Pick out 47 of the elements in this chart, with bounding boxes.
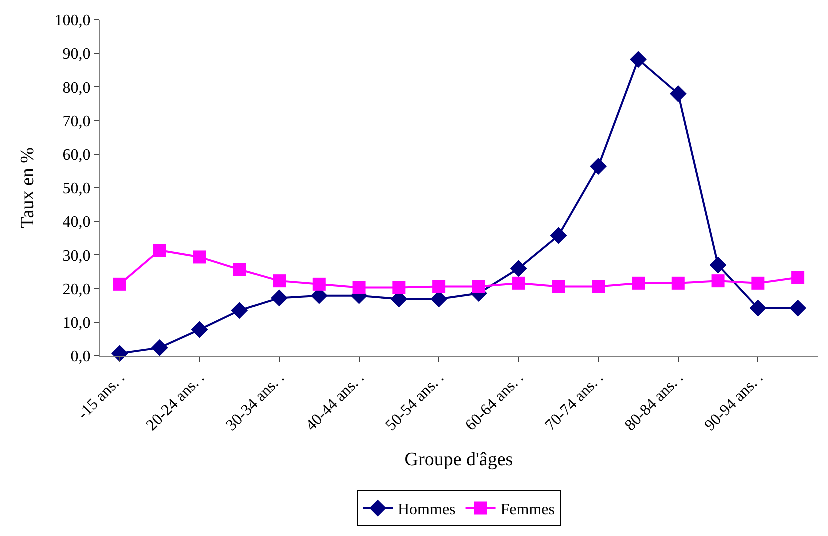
- y-axis-title: Taux en %: [18, 147, 39, 228]
- y-tick-label: 0,0: [70, 348, 91, 366]
- y-tick-label: 20,0: [62, 281, 91, 298]
- x-tick-label: -15 ans. .: [74, 370, 128, 424]
- point: [312, 278, 326, 291]
- point: [273, 274, 286, 288]
- legend-label: Hommes: [398, 502, 456, 519]
- point: [632, 276, 645, 290]
- y-tick-label: 100,0: [54, 12, 91, 30]
- point: [712, 274, 725, 288]
- point: [590, 158, 608, 175]
- y-tick-label: 70,0: [62, 113, 91, 130]
- point: [231, 302, 248, 320]
- y-tick-label: 80,0: [62, 80, 91, 97]
- point: [672, 276, 685, 290]
- point: [153, 244, 166, 257]
- y-tick-label: 50,0: [62, 180, 91, 198]
- point: [670, 85, 687, 102]
- y-tick-label: 10,0: [62, 315, 91, 332]
- point: [151, 339, 168, 356]
- point: [113, 278, 126, 291]
- point: [752, 276, 765, 290]
- x-axis-title: Groupe d'âges: [404, 449, 514, 470]
- y-tick-label: 90,0: [62, 46, 91, 64]
- point: [432, 280, 446, 294]
- point: [472, 280, 486, 294]
- point: [550, 227, 568, 244]
- y-tick-label: 40,0: [62, 214, 91, 232]
- point: [111, 345, 128, 362]
- point: [392, 281, 406, 294]
- point: [792, 271, 805, 284]
- point: [233, 263, 246, 276]
- point: [630, 51, 647, 68]
- point: [510, 260, 528, 278]
- point: [512, 276, 526, 290]
- point: [790, 300, 807, 317]
- legend-label: Femmes: [500, 502, 555, 519]
- point: [271, 290, 288, 307]
- point: [191, 321, 208, 338]
- point: [193, 250, 206, 264]
- y-tick-label: 60,0: [62, 147, 91, 164]
- point: [710, 256, 727, 274]
- point: [552, 280, 566, 294]
- point: [592, 280, 606, 294]
- y-tick-label: 30,0: [62, 248, 91, 265]
- point: [352, 281, 366, 294]
- point: [750, 300, 767, 317]
